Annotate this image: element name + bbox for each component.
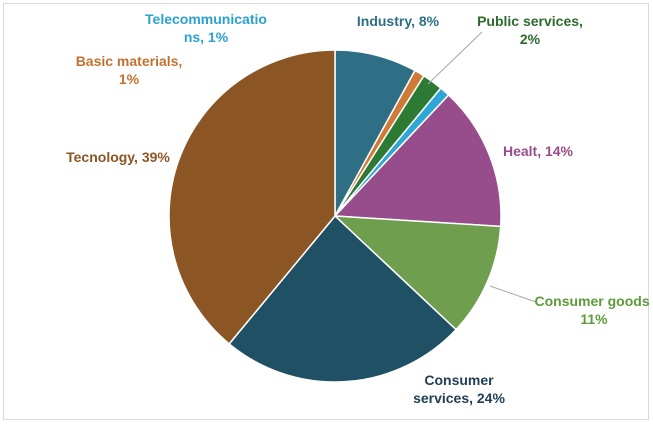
- slice-label-basic-materials: Basic materials, 1%: [76, 53, 183, 87]
- slice-label-industry: Industry, 8%: [357, 13, 440, 29]
- chart-frame: Industry, 8% Basic materials, 1% Public ser…: [3, 3, 650, 420]
- slice-label-line: ns, 1%: [184, 29, 229, 45]
- slice-label-line: Healt, 14%: [503, 143, 574, 159]
- pie-slice-consumer-services: [228, 214, 458, 383]
- slice-label-line: Consumer goods,: [534, 293, 650, 309]
- slice-label-line: Telecommunicatio: [145, 11, 267, 27]
- slice-label-line: 11%: [580, 311, 608, 327]
- slice-label-consumer-goods: Consumer goods, 11%: [534, 293, 650, 327]
- leader-line-public-services: [427, 31, 483, 85]
- pie-chart: Industry, 8% Basic materials, 1% Public ser…: [66, 11, 650, 406]
- slice-label-healt: Healt, 14%: [503, 143, 574, 159]
- slice-label-line: 1%: [119, 71, 140, 87]
- slice-label-line: 2%: [520, 31, 541, 47]
- slice-label-line: Basic materials,: [76, 53, 183, 69]
- slice-label-tecnology: Tecnology, 39%: [66, 149, 170, 165]
- slice-label-line: Public services,: [477, 13, 583, 29]
- pie-slice-consumer-goods: [332, 215, 502, 331]
- slice-label-line: Tecnology, 39%: [66, 149, 170, 165]
- slice-label-telecommunications: Telecommunicatio ns, 1%: [145, 11, 267, 45]
- slice-label-line: services, 24%: [413, 390, 505, 406]
- slice-label-line: Consumer: [424, 372, 494, 388]
- pie-slice-tecnology: [168, 49, 336, 345]
- slice-label-consumer-services: Consumer services, 24%: [413, 372, 505, 406]
- pie-slice-healt: [333, 93, 502, 228]
- slice-label-line: Industry, 8%: [357, 13, 440, 29]
- slice-label-public-services: Public services, 2%: [477, 13, 583, 47]
- leader-line-consumer-goods: [489, 285, 537, 303]
